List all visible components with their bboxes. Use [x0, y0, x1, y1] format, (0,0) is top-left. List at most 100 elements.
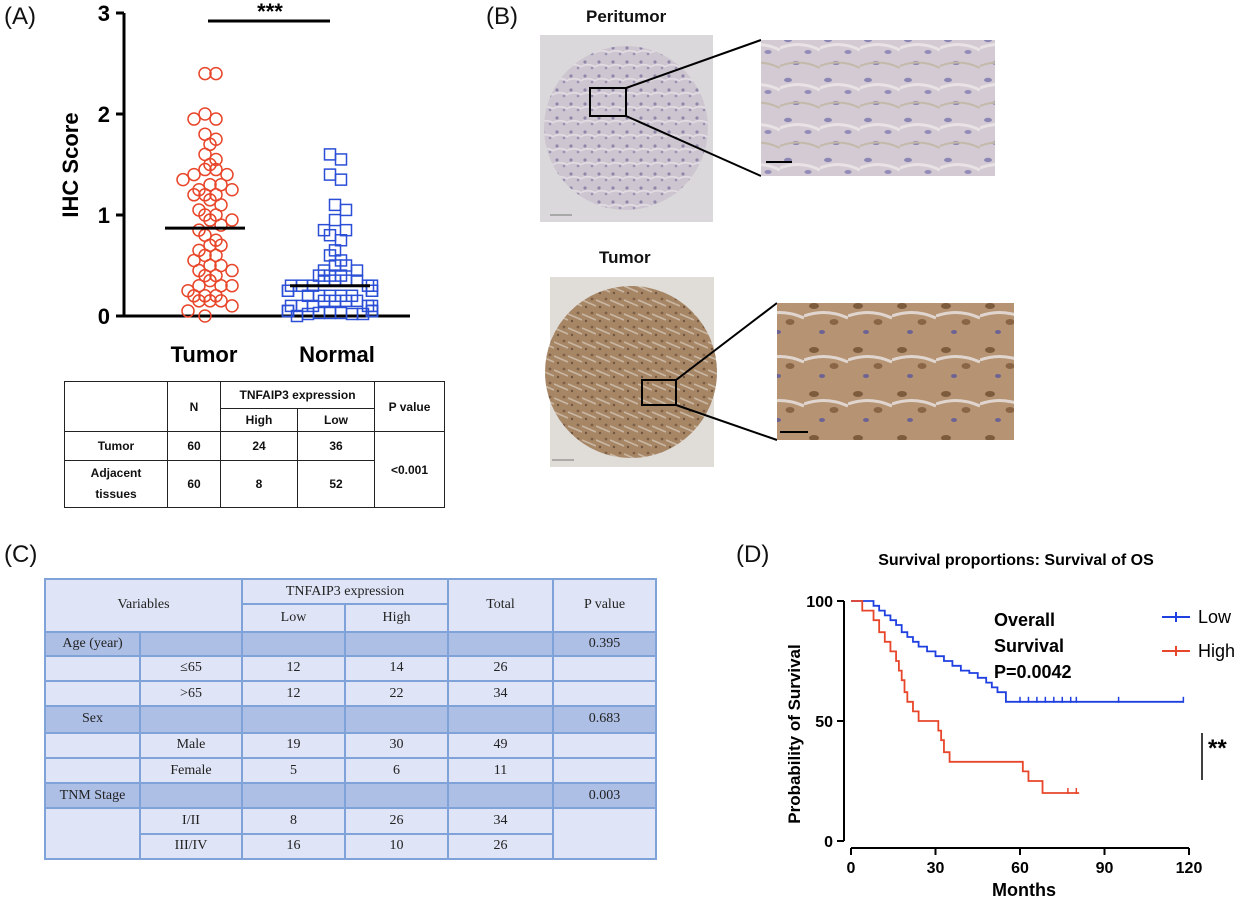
cell-low: 36 — [296, 431, 376, 461]
cell-low: 52 — [296, 460, 376, 508]
row-label: I/II — [139, 807, 243, 835]
y-tick-label: 3 — [98, 1, 110, 26]
data-point — [323, 148, 337, 161]
cell-high: 10 — [344, 832, 449, 861]
cell-high: 14 — [344, 654, 449, 683]
data-point — [187, 112, 201, 126]
header-tnfaip3-expression: TNFAIP3 expression — [219, 381, 376, 409]
cell-low: 16 — [241, 832, 346, 861]
data-point — [328, 213, 342, 227]
cell-total: 26 — [447, 832, 554, 861]
data-point — [198, 268, 212, 283]
data-point — [198, 309, 212, 323]
data-point — [214, 294, 228, 308]
cell-high: 30 — [344, 731, 449, 759]
data-point — [356, 307, 370, 321]
data-point — [198, 208, 212, 222]
header-p-value: P value — [552, 578, 657, 633]
data-point — [225, 278, 239, 293]
annotation-overall: Overall — [994, 610, 1055, 630]
header-n: N — [167, 381, 221, 432]
data-point — [225, 299, 239, 313]
cell-high: 22 — [344, 680, 449, 708]
data-point — [198, 162, 212, 177]
tumor-zoom-box — [641, 379, 677, 406]
y-tick-label: 2 — [98, 102, 110, 127]
cell-low: 5 — [241, 756, 346, 785]
data-point — [181, 304, 195, 318]
zoom-connector-line — [625, 39, 762, 89]
data-point — [281, 284, 295, 297]
x-tick-label: 120 — [1176, 860, 1203, 877]
cell-total: 34 — [447, 807, 554, 835]
cell-total: 11 — [447, 756, 554, 785]
significance-marker: *** — [257, 0, 283, 24]
y-tick-label: 0 — [824, 834, 833, 851]
panel-label-c: (C) — [4, 541, 38, 568]
cell-low: 19 — [241, 731, 346, 759]
header-tnfaip3-expression: TNFAIP3 expression — [241, 577, 449, 606]
x-tick-label: 90 — [1096, 860, 1114, 877]
data-point — [198, 66, 212, 81]
data-point — [365, 304, 379, 318]
header-p-value: P value — [374, 381, 446, 432]
peritumor-zoom-image — [761, 40, 995, 176]
data-point — [339, 203, 353, 217]
header-high: High — [344, 603, 449, 633]
data-point — [187, 289, 201, 303]
x-category-label: Normal — [299, 342, 375, 367]
header-high: High — [220, 408, 298, 432]
data-point — [209, 66, 223, 81]
legend-label-low: Low — [1198, 607, 1232, 627]
row-label-line1: Adjacent — [90, 466, 142, 480]
panel-label-b: (B) — [486, 3, 518, 30]
data-point — [192, 294, 206, 308]
y-tick-label: 100 — [806, 594, 833, 611]
header-low: Low — [296, 408, 376, 432]
section-label: Age (year) — [44, 630, 141, 657]
data-point — [203, 273, 217, 288]
tumor-title: Tumor — [599, 248, 651, 267]
row-label: Female — [139, 756, 243, 785]
header-low: Low — [241, 603, 346, 633]
cell-total: 34 — [447, 680, 554, 708]
panel-label-a: (A) — [4, 3, 36, 30]
row-label: Male — [139, 731, 243, 759]
data-point — [187, 188, 201, 202]
x-tick-label: 0 — [847, 860, 856, 877]
section-p-value: 0.395 — [552, 630, 657, 657]
cell-high: 26 — [344, 807, 449, 835]
row-label-line2: tissues — [95, 487, 137, 501]
y-tick-label: 0 — [98, 304, 110, 329]
data-point — [214, 218, 228, 232]
y-tick-label: 50 — [815, 714, 833, 731]
data-point — [209, 112, 223, 126]
cell-low: 12 — [241, 680, 346, 708]
cell-low: 8 — [241, 807, 346, 835]
panel-label-d: (D) — [736, 541, 770, 568]
y-axis-label: Probability of Survival — [785, 644, 804, 824]
zoom-connector-line — [675, 404, 778, 441]
expression-comparison-table: N TNFAIP3 expression P value High Low Tu… — [64, 381, 446, 508]
peritumor-tissue-core — [544, 46, 708, 210]
ihc-score-scatter-plot: 0 1 2 3 Tumor Normal *** IHC Score — [58, 0, 410, 367]
x-tick-label: 60 — [1011, 860, 1029, 877]
data-point — [345, 307, 359, 321]
legend-label-high: High — [1198, 641, 1235, 661]
section-label: Sex — [44, 705, 141, 734]
data-point — [203, 193, 217, 207]
cell-n: 60 — [167, 460, 221, 508]
row-label: Adjacent tissues — [64, 460, 168, 508]
data-point — [328, 198, 342, 212]
cell-high: 8 — [220, 460, 298, 508]
data-point — [334, 173, 348, 186]
clinical-characteristics-table: Variables TNFAIP3 expression Total P val… — [44, 577, 657, 861]
chart-title: Survival proportions: Survival of OS — [878, 552, 1154, 569]
y-tick-label: 1 — [98, 203, 110, 228]
row-label: Tumor — [64, 431, 168, 461]
tumor-zoom-image — [777, 303, 1014, 440]
cell-high: 24 — [220, 431, 298, 461]
data-point — [203, 294, 217, 308]
cell-p-value: <0.001 — [374, 431, 446, 508]
data-point — [220, 167, 234, 182]
